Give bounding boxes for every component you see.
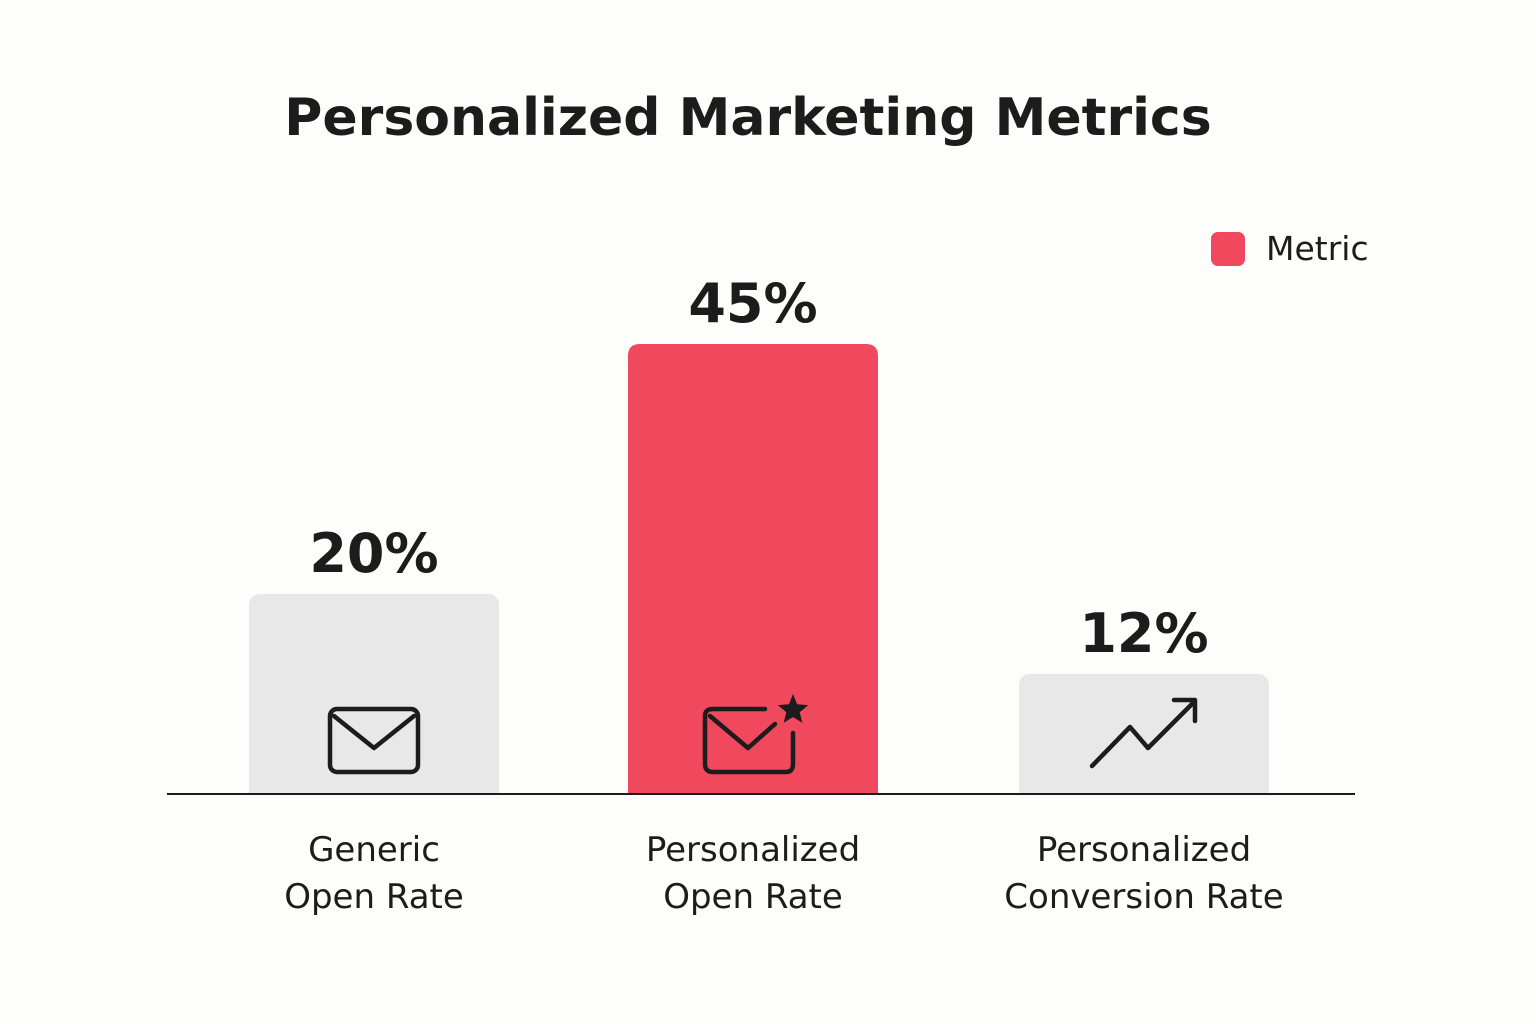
legend-swatch <box>1211 232 1245 266</box>
bar <box>628 344 878 794</box>
category-label-line2: Open Rate <box>663 877 843 917</box>
bar <box>249 594 499 794</box>
trend-up-icon <box>1089 697 1198 769</box>
legend-label: Metric <box>1266 229 1369 268</box>
envelope-icon <box>327 706 421 775</box>
category-label-line1: Generic <box>308 830 440 870</box>
bars <box>249 344 1269 794</box>
category-labels: Generic Open Rate Personalized Open Rate Per… <box>284 830 1283 917</box>
bar <box>1019 674 1269 794</box>
category-label-line1: Personalized <box>646 830 860 870</box>
value-label: 20% <box>309 522 438 585</box>
value-label: 12% <box>1079 602 1208 665</box>
category-label-line2: Open Rate <box>284 877 464 917</box>
category-label-line2: Conversion Rate <box>1004 877 1283 917</box>
bar-icons <box>327 694 1198 775</box>
legend: Metric <box>1211 229 1369 268</box>
value-label: 45% <box>688 272 817 335</box>
category-label-line1: Personalized <box>1037 830 1251 870</box>
envelope-star-icon <box>702 694 809 775</box>
value-labels: 20% 45% 12% <box>309 272 1208 665</box>
chart-title: Personalized Marketing Metrics <box>284 88 1211 148</box>
